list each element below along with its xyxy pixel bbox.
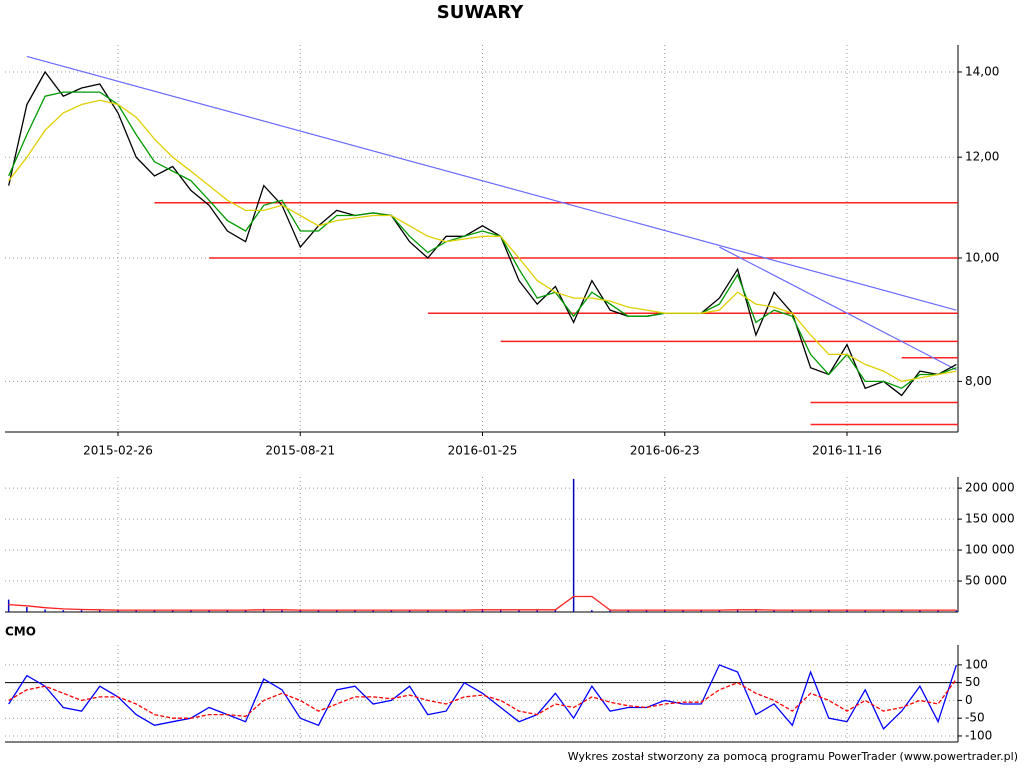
series-line [8,595,957,611]
volume-bar [736,609,739,612]
volume-bar [80,610,83,612]
x-tick-label: 2016-01-25 [448,444,518,458]
series-line [8,678,957,719]
series-line [8,70,957,397]
x-tick-label: 2016-11-16 [812,444,882,458]
volume-bar [554,609,557,612]
volume-bar [809,610,812,612]
trend-line [719,246,957,371]
panel-title: CMO [5,625,36,639]
volume-bar [773,610,775,612]
volume-bar [791,610,794,612]
volume-bar [645,610,648,612]
volume-bar [700,610,702,612]
volume-bar [335,610,338,612]
volume-bar [7,599,10,612]
y-tick-label: 150 000 [965,512,1015,526]
volume-bar [828,610,830,612]
y-tick-label: 10,00 [965,251,999,265]
volume-bar [499,610,502,612]
footer: Wykres został stworzony za pomocą progra… [568,750,1018,763]
volume-bar [609,610,611,612]
volume-bar [135,610,137,612]
volume-bar [317,610,320,612]
y-tick-label: -100 [965,728,992,742]
series-line [8,664,958,731]
volume-bar [263,608,265,612]
y-tick-label: 50 000 [965,574,1007,588]
volume-bar [755,610,757,612]
chart-title: SUWARY [437,2,524,23]
volume-bar [299,610,301,612]
y-tick-label: 200 000 [965,481,1015,495]
volume-bar [864,610,866,612]
volume-bar [536,609,538,612]
y-tick-label: 8,00 [965,374,992,388]
y-tick-label: 100 000 [965,543,1015,557]
volume-bar [354,610,356,612]
volume-bar [44,609,46,612]
volume-bar [427,610,429,612]
volume-bar [627,610,630,612]
trend-line [26,55,957,311]
y-tick-label: 12,00 [965,150,999,164]
volume-bar [463,610,466,612]
volume-bar [481,608,484,612]
volume-bar [937,610,939,612]
volume-bar [171,610,174,612]
volume-bar [664,610,666,612]
volume-bar [572,478,575,612]
y-tick-label: 50 [965,675,980,689]
volume-bar [62,610,65,612]
volume-bar [117,610,119,612]
volume-bar [244,610,247,612]
volume-bar [390,610,393,612]
volume-bar [900,610,903,612]
volume-bar [846,610,848,612]
volume-bar [408,610,411,612]
y-tick-label: -50 [965,711,985,725]
volume-bar [99,610,101,612]
volume-bar [955,610,958,612]
volume-bar [208,610,210,612]
volume-bar [372,610,374,612]
volume-bar [445,610,447,612]
volume-bar [682,610,684,612]
series-line [8,99,957,383]
volume-bar [882,610,885,612]
volume-bar [153,610,156,612]
volume-bar [226,610,229,612]
volume-bar [518,610,520,612]
series-line [8,91,957,390]
x-tick-label: 2015-02-26 [83,444,153,458]
volume-bar [26,607,28,612]
volume-bar [919,610,921,612]
y-tick-label: 100 [965,657,988,671]
y-tick-label: 0 [965,693,973,707]
volume-bar [591,610,593,612]
volume-bar [190,610,192,612]
y-tick-label: 14,00 [965,64,999,78]
x-tick-label: 2016-06-23 [630,444,700,458]
x-tick-label: 2015-08-21 [265,444,335,458]
volume-bar [281,610,283,612]
volume-bar [718,610,721,612]
